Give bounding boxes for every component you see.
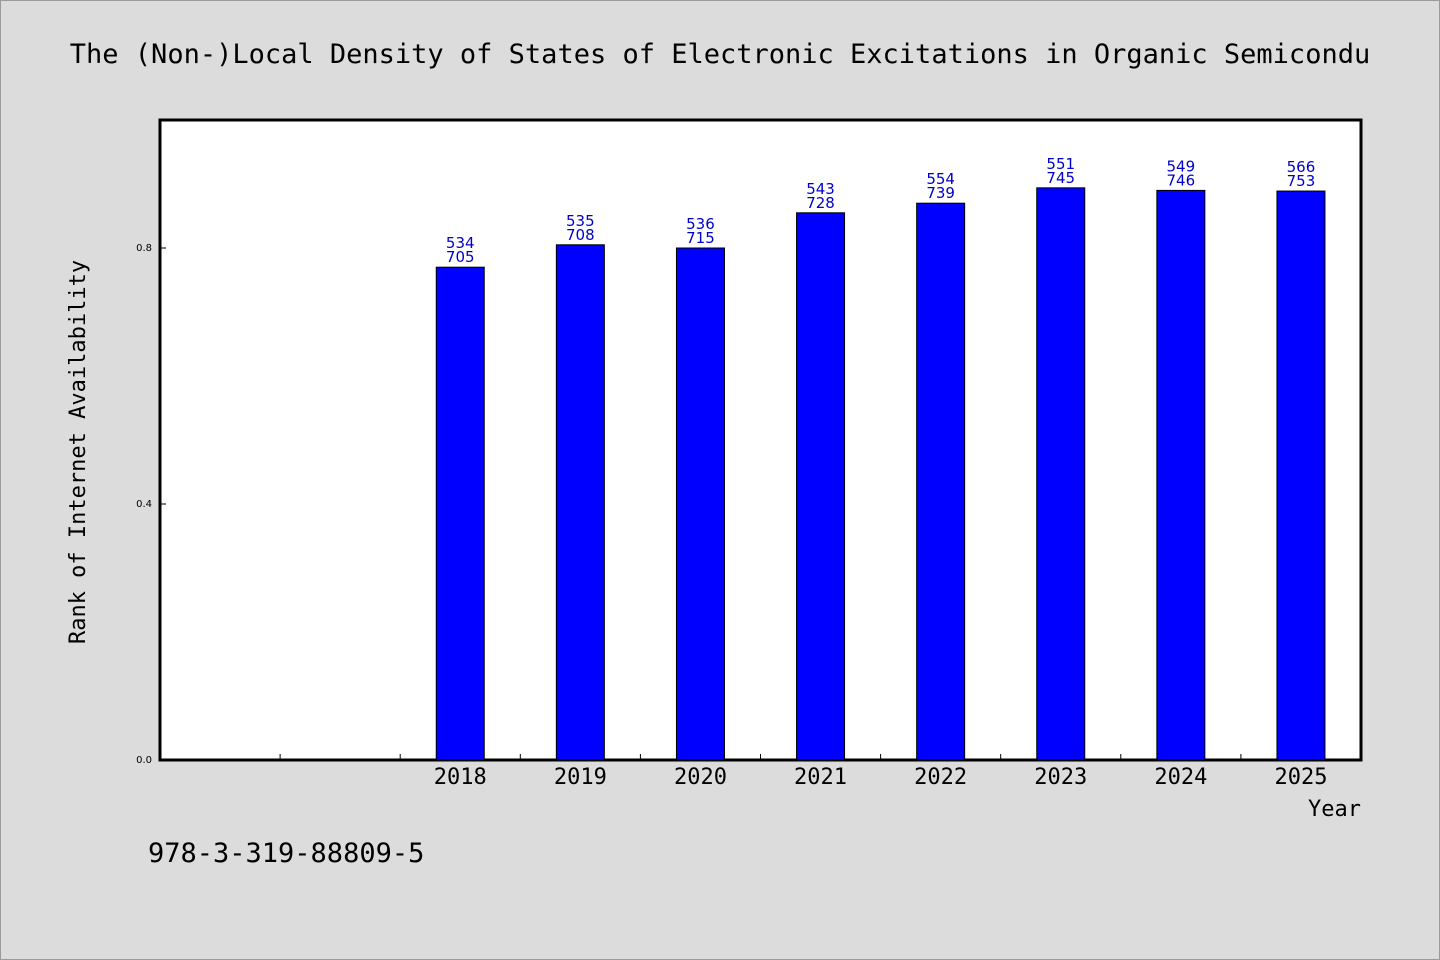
data-label-bottom: 708 [566,226,595,244]
x-tick-label: 2021 [794,765,847,790]
data-label-top: 566 [1287,158,1316,176]
x-tick-label: 2023 [1034,765,1087,790]
data-label-top: 534 [446,234,475,252]
data-label-bottom: 728 [806,194,835,212]
x-tick-label: 2019 [554,765,607,790]
y-tick-label: 0.0 [136,755,152,766]
x-axis-label: Year [1308,797,1361,822]
bar [675,247,725,761]
data-label-bottom: 746 [1167,171,1196,189]
x-axis-ticks: 2018 2019 2020 2021 2022 2023 2024 2025 [279,754,1327,790]
data-label-bottom: 705 [446,248,475,266]
bar [1276,190,1326,761]
data-label-bottom: 739 [926,184,955,202]
bar [916,202,966,761]
bar [796,212,846,761]
data-label-bottom: 715 [686,229,715,247]
y-tick-label: 0.4 [136,499,152,510]
x-tick-label: 2024 [1154,765,1207,790]
x-tick-label: 2022 [914,765,967,790]
y-axis-ticks: 0.0 0.4 0.8 [136,243,166,766]
data-label-top: 549 [1167,157,1196,175]
data-label-bottom: 745 [1046,169,1075,187]
x-tick-label: 2025 [1274,765,1327,790]
y-tick-label: 0.8 [136,243,152,254]
data-label-top: 554 [926,170,955,188]
bar [1036,187,1086,761]
data-label-top: 536 [686,215,715,233]
bar [1156,189,1206,761]
data-label-top: 535 [566,212,595,230]
chart-title: The (Non-)Local Density of States of Ele… [70,39,1370,70]
bar [435,266,485,761]
data-label-bottom: 753 [1287,172,1316,190]
data-labels-group: 5347055357085367155437285547395517455497… [446,155,1315,266]
data-label-top: 543 [806,180,835,198]
isbn-footnote: 978-3-319-88809-5 [148,838,424,869]
data-label-top: 551 [1046,155,1075,173]
x-tick-label: 2020 [674,765,727,790]
x-tick-label: 2018 [434,765,487,790]
bar [555,244,605,761]
y-axis-label: Rank of Internet Availability [66,260,91,644]
bars-group [435,187,1326,761]
